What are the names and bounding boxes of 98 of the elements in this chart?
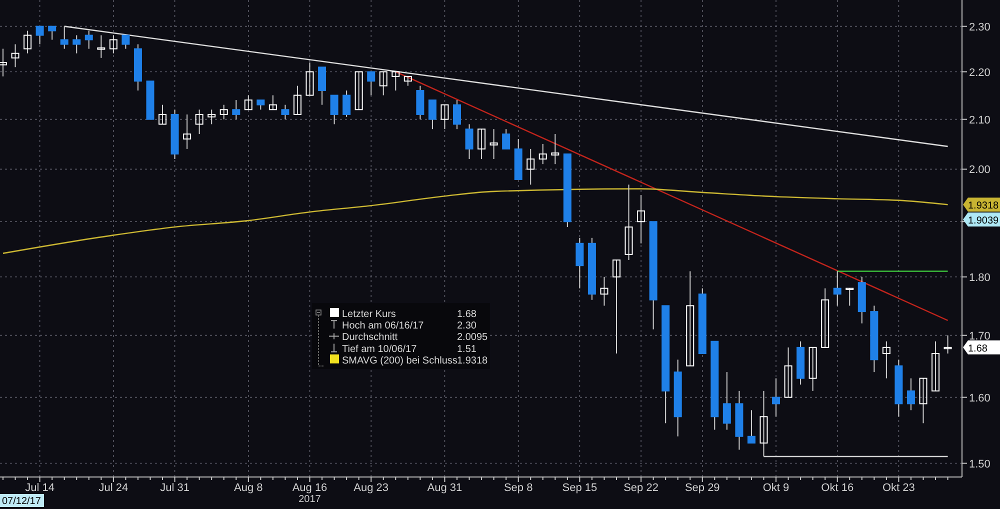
- candlestick: [256, 100, 265, 110]
- candlestick: [612, 260, 620, 354]
- candlestick: [576, 237, 584, 289]
- annotation: SMAVG (200) bei Schluss: [342, 355, 458, 366]
- y-tick-label: 2.30: [969, 21, 990, 34]
- annotation: 1.68: [457, 309, 477, 320]
- candlestick: [158, 104, 167, 125]
- y-tick-label: 2.00: [969, 164, 990, 176]
- annotation: Tief am 10/06/17: [342, 344, 418, 355]
- text: 1.68: [968, 343, 988, 354]
- text: 1.9318: [968, 200, 1000, 212]
- candlestick: [367, 71, 376, 96]
- candlestick: [490, 128, 498, 160]
- candlestick: [722, 372, 731, 430]
- candlestick: [428, 100, 436, 130]
- candlestick: [220, 104, 228, 120]
- line-series: [2, 188, 948, 254]
- candlestick: [465, 124, 474, 160]
- candlestick: [551, 134, 560, 165]
- y-tick-label: 1.60: [969, 392, 990, 404]
- candlestick: [821, 288, 830, 348]
- candlestick: [48, 26, 56, 40]
- candlestick: [919, 378, 928, 424]
- candlestick: [268, 94, 277, 110]
- y-tick-label: 1.70: [969, 330, 990, 342]
- candlestick: [833, 270, 842, 306]
- candlestick: [97, 34, 106, 58]
- x-tick-label: Jul 14: [25, 482, 54, 494]
- candlestick: [478, 128, 486, 160]
- candlestick: [281, 104, 290, 120]
- x-tick-label: Okt 16: [821, 482, 854, 494]
- candlestick: [944, 334, 952, 354]
- x-tick-label: Sep 22: [624, 482, 658, 494]
- candlestick: [906, 378, 915, 411]
- candlestick: [122, 34, 130, 50]
- candlestick: [932, 340, 940, 392]
- annotation: 1.51: [457, 344, 477, 355]
- candlestick: [600, 276, 608, 306]
- candlestick: [404, 76, 412, 86]
- x-tick-label: Aug 31: [427, 482, 462, 494]
- x-tick-label: Sep 8: [504, 482, 533, 494]
- annotation: 2.0095: [457, 332, 488, 344]
- candlestick: [11, 44, 20, 68]
- candlestick: [232, 100, 240, 120]
- annotation: Durchschnitt: [342, 332, 398, 344]
- text: 2017: [298, 494, 322, 505]
- candlestick: [379, 71, 388, 96]
- candlestick: [109, 34, 118, 54]
- text: 1.9039: [968, 216, 1000, 227]
- candlestick: [342, 90, 351, 118]
- candlestick: [0, 48, 7, 77]
- y-tick-label: 2.10: [969, 114, 990, 126]
- annotation: Hoch am 06/16/17: [342, 320, 424, 332]
- candlestick: [846, 288, 854, 306]
- candlestick: [293, 85, 302, 115]
- x-tick-label: Sep 29: [684, 482, 720, 494]
- candlestick: [637, 194, 646, 244]
- x-tick-label: Okt 9: [762, 482, 790, 494]
- y-tick-label: 1.80: [969, 272, 990, 284]
- candlestick: [183, 114, 192, 150]
- candlestick: [526, 148, 535, 186]
- candlestick: [318, 66, 326, 106]
- x-tick-label: Aug 23: [354, 482, 389, 494]
- candlestick: [882, 340, 890, 379]
- x-tick-label: Jul 31: [160, 482, 190, 494]
- annotation: Letzter Kurs: [342, 309, 396, 320]
- candlestick: [195, 109, 204, 135]
- candlestick: [747, 410, 756, 444]
- candlestick: [330, 94, 338, 125]
- candlestick: [416, 85, 424, 120]
- x-tick-label: Okt 23: [882, 482, 915, 494]
- text: 07/12/17: [2, 496, 42, 507]
- y-tick-label: 1.50: [969, 458, 990, 470]
- candlestick: [84, 30, 93, 50]
- candlestick: [502, 128, 510, 150]
- candlestick: [208, 109, 216, 125]
- x-tick-label: Aug 8: [234, 482, 263, 494]
- candlestick: [72, 34, 81, 54]
- candlestick: [306, 62, 314, 96]
- candlestick: [392, 71, 400, 92]
- y-tick-label: 2.20: [969, 66, 990, 79]
- candlestick: [772, 378, 780, 418]
- candlestick: [784, 346, 792, 398]
- candlestick: [440, 104, 449, 130]
- candlestick: [354, 71, 363, 110]
- x-tick-label: Jul 24: [98, 482, 128, 494]
- candlestick: [538, 143, 547, 165]
- candlestick: [686, 270, 694, 366]
- candlestick: [244, 94, 252, 110]
- candlestick: [36, 26, 44, 45]
- candlestick: [624, 184, 633, 261]
- candlestick: [24, 30, 32, 54]
- x-tick-label: Sep 15: [562, 482, 598, 494]
- annotation: 2.30: [457, 320, 477, 332]
- annotation: 1.9318: [457, 355, 488, 366]
- x-tick-label: Aug 16: [292, 482, 328, 494]
- candlestick: [452, 100, 461, 130]
- candlestick: [808, 346, 817, 392]
